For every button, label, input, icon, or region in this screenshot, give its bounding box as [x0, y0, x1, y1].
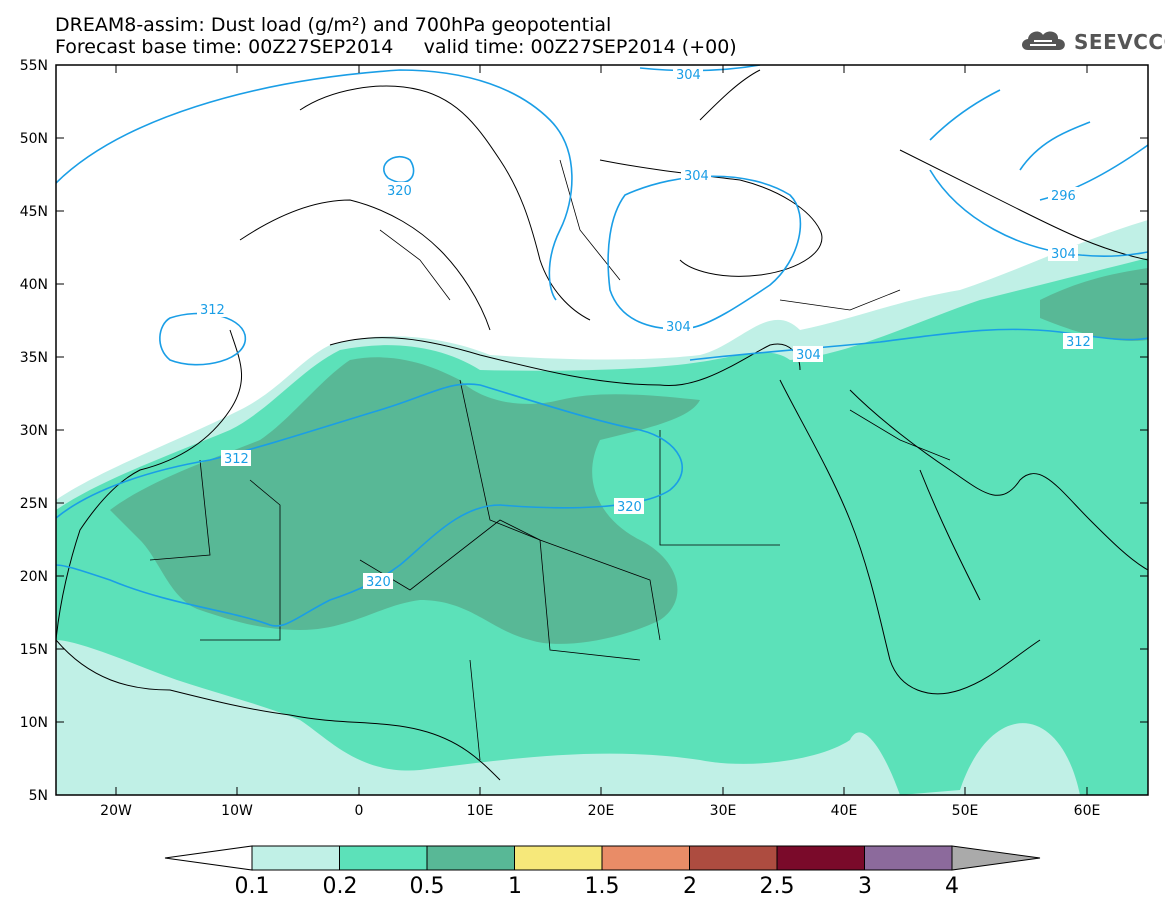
- lat-label: 55N: [20, 58, 48, 74]
- colorbar-label: 1: [508, 874, 522, 899]
- dust-field-dense-east: [1040, 268, 1148, 341]
- contour-label: 312: [200, 303, 225, 318]
- lon-label: 10E: [467, 803, 494, 819]
- contour-label: 312: [224, 452, 249, 467]
- lat-label: 45N: [20, 204, 48, 220]
- colorbar-label: 0.2: [323, 874, 358, 899]
- latitude-labels: 55N 50N 45N 40N 35N 30N 25N 20N 15N 10N …: [20, 58, 48, 804]
- colorbar-swatch: [339, 845, 428, 871]
- lat-label: 25N: [20, 496, 48, 512]
- dust-field-dense: [110, 357, 700, 644]
- logo-text: SEEVCCC: [1074, 30, 1165, 54]
- colorbar-swatch: [514, 845, 603, 871]
- lon-label: 40E: [831, 803, 858, 819]
- coastlines: [56, 69, 1148, 781]
- contour-label: 304: [684, 169, 709, 184]
- lat-label: 15N: [20, 642, 48, 658]
- colorbar-swatch: [776, 845, 865, 871]
- lon-label: 20W: [100, 803, 132, 819]
- lon-label: 30E: [710, 803, 737, 819]
- colorbar-label: 4: [945, 874, 959, 899]
- lat-label: 20N: [20, 569, 48, 585]
- contour-label: 304: [666, 320, 691, 335]
- contour-label: 304: [796, 348, 821, 363]
- lon-label: 10W: [221, 803, 253, 819]
- map-title: DREAM8-assim: Dust load (g/m²) and 700hP…: [55, 14, 612, 36]
- colorbar-low-arrow: [164, 845, 253, 871]
- lon-label: 0: [355, 803, 364, 819]
- colorbar-swatch: [864, 845, 953, 871]
- colorbar-high-arrow: [951, 845, 1041, 871]
- cloud-logo-icon: [1018, 26, 1070, 58]
- colorbar-labels: 0.1 0.2 0.5 1 1.5 2 2.5 3 4: [235, 874, 960, 899]
- lon-label: 20E: [588, 803, 615, 819]
- contour-label: 312: [1066, 335, 1091, 350]
- lat-label: 50N: [20, 131, 48, 147]
- longitude-labels: 20W 10W 0 10E 20E 30E 40E 50E 60E: [100, 803, 1100, 819]
- contour-label: 320: [617, 500, 642, 515]
- colorbar-label: 0.1: [235, 874, 270, 899]
- lat-label: 35N: [20, 350, 48, 366]
- borders: [149, 159, 951, 761]
- colorbar-swatch: [689, 845, 778, 871]
- colorbar: [164, 845, 1041, 871]
- geopotential-contours: [56, 65, 1148, 627]
- map-subtitle: Forecast base time: 00Z27SEP2014 valid t…: [55, 36, 737, 58]
- colorbar-label: 0.5: [410, 874, 445, 899]
- seevccc-logo: SEEVCCC: [1018, 26, 1165, 58]
- lat-label: 30N: [20, 423, 48, 439]
- longitude-axis: [115, 65, 1088, 795]
- lon-label: 60E: [1074, 803, 1101, 819]
- colorbar-label: 2.5: [760, 874, 795, 899]
- colorbar-label: 1.5: [585, 874, 620, 899]
- colorbar-swatch: [601, 845, 690, 871]
- colorbar-label: 2: [683, 874, 697, 899]
- contour-label: 304: [676, 68, 701, 83]
- lat-label: 5N: [29, 788, 48, 804]
- contour-label: 320: [387, 184, 412, 199]
- contour-label: 296: [1051, 189, 1076, 204]
- lat-label: 40N: [20, 277, 48, 293]
- contour-label: 320: [366, 575, 391, 590]
- latitude-axis: [56, 64, 1148, 723]
- colorbar-label: 3: [858, 874, 872, 899]
- colorbar-swatch: [426, 845, 515, 871]
- lat-label: 10N: [20, 715, 48, 731]
- colorbar-swatch: [251, 845, 340, 871]
- contour-labels: 304 304 320 312 304 296 304 304 312 312 …: [197, 66, 1093, 590]
- lon-label: 50E: [952, 803, 979, 819]
- contour-label: 304: [1051, 247, 1076, 262]
